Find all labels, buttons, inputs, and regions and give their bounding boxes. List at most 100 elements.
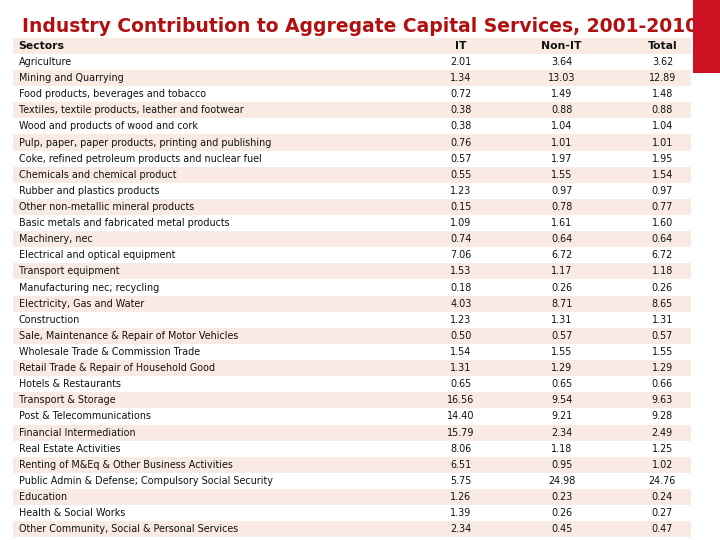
Text: 1.31: 1.31 — [450, 363, 472, 373]
Text: 1.54: 1.54 — [652, 170, 673, 180]
Bar — [13, 264, 691, 280]
Text: 0.24: 0.24 — [652, 492, 673, 502]
Text: 0.26: 0.26 — [652, 282, 673, 293]
Bar — [13, 489, 691, 505]
Text: Financial Intermediation: Financial Intermediation — [19, 428, 135, 437]
Text: 0.64: 0.64 — [551, 234, 572, 244]
Text: 1.53: 1.53 — [450, 266, 472, 276]
Bar — [13, 328, 691, 344]
Text: 0.78: 0.78 — [551, 202, 572, 212]
Text: 1.29: 1.29 — [551, 363, 572, 373]
Text: 1.95: 1.95 — [652, 154, 673, 164]
Text: 1.04: 1.04 — [652, 122, 673, 131]
Text: 1.55: 1.55 — [551, 170, 572, 180]
Text: 0.77: 0.77 — [652, 202, 673, 212]
Text: 1.23: 1.23 — [450, 315, 472, 325]
Bar — [13, 457, 691, 473]
Text: Transport & Storage: Transport & Storage — [19, 395, 115, 406]
Text: 1.48: 1.48 — [652, 89, 673, 99]
Text: 0.65: 0.65 — [450, 379, 472, 389]
Text: 9.21: 9.21 — [551, 411, 572, 421]
Text: 24.98: 24.98 — [548, 476, 575, 486]
Text: 3.64: 3.64 — [551, 57, 572, 67]
Text: 0.38: 0.38 — [450, 122, 472, 131]
Text: Sectors: Sectors — [19, 41, 65, 51]
Text: 0.88: 0.88 — [652, 105, 673, 116]
Bar — [13, 295, 691, 312]
Text: IT: IT — [455, 41, 467, 51]
Text: 0.45: 0.45 — [551, 524, 572, 534]
Text: Non-IT: Non-IT — [541, 41, 582, 51]
Text: 0.95: 0.95 — [551, 460, 572, 470]
Text: 0.55: 0.55 — [450, 170, 472, 180]
Text: Machinery, nec: Machinery, nec — [19, 234, 92, 244]
Text: 12.89: 12.89 — [649, 73, 676, 83]
Text: Hotels & Restaurants: Hotels & Restaurants — [19, 379, 121, 389]
Bar — [13, 344, 691, 360]
Text: 1.17: 1.17 — [551, 266, 572, 276]
Text: 0.38: 0.38 — [450, 105, 472, 116]
Text: 24.76: 24.76 — [649, 476, 676, 486]
Bar — [693, 0, 720, 73]
Text: Food products, beverages and tobacco: Food products, beverages and tobacco — [19, 89, 206, 99]
Text: 1.01: 1.01 — [551, 138, 572, 147]
Bar — [13, 360, 691, 376]
Text: 1.54: 1.54 — [450, 347, 472, 357]
Text: 1.60: 1.60 — [652, 218, 673, 228]
Bar — [13, 215, 691, 231]
Text: 1.39: 1.39 — [450, 508, 472, 518]
Bar — [13, 151, 691, 167]
Bar — [13, 441, 691, 457]
Text: 4.03: 4.03 — [450, 299, 472, 309]
Text: Electricity, Gas and Water: Electricity, Gas and Water — [19, 299, 144, 309]
Text: 6.51: 6.51 — [450, 460, 472, 470]
Text: 1.29: 1.29 — [652, 363, 673, 373]
Bar — [13, 199, 691, 215]
Text: Health & Social Works: Health & Social Works — [19, 508, 125, 518]
Text: 7.06: 7.06 — [450, 251, 472, 260]
Bar — [13, 167, 691, 183]
Text: 2.34: 2.34 — [551, 428, 572, 437]
Text: 9.63: 9.63 — [652, 395, 673, 406]
Bar — [13, 54, 691, 70]
Text: 14.40: 14.40 — [447, 411, 474, 421]
Text: Pulp, paper, paper products, printing and publishing: Pulp, paper, paper products, printing an… — [19, 138, 271, 147]
Text: 1.04: 1.04 — [551, 122, 572, 131]
Text: 1.23: 1.23 — [450, 186, 472, 196]
Bar — [13, 424, 691, 441]
Bar — [13, 118, 691, 134]
Bar — [13, 183, 691, 199]
Text: Total: Total — [647, 41, 678, 51]
Text: 0.50: 0.50 — [450, 331, 472, 341]
Text: Sale, Maintenance & Repair of Motor Vehicles: Sale, Maintenance & Repair of Motor Vehi… — [19, 331, 238, 341]
Text: 0.72: 0.72 — [450, 89, 472, 99]
Text: Transport equipment: Transport equipment — [19, 266, 120, 276]
Text: 8.65: 8.65 — [652, 299, 673, 309]
Text: Manufacturing nec; recycling: Manufacturing nec; recycling — [19, 282, 159, 293]
Text: Textiles, textile products, leather and footwear: Textiles, textile products, leather and … — [19, 105, 243, 116]
Bar — [13, 231, 691, 247]
Text: 2.01: 2.01 — [450, 57, 472, 67]
Text: Real Estate Activities: Real Estate Activities — [19, 444, 120, 454]
Text: 0.64: 0.64 — [652, 234, 673, 244]
Bar — [13, 102, 691, 118]
Text: 0.65: 0.65 — [551, 379, 572, 389]
Bar — [13, 38, 691, 54]
Text: 13.03: 13.03 — [548, 73, 575, 83]
Text: 0.23: 0.23 — [551, 492, 572, 502]
Bar — [13, 473, 691, 489]
Bar — [13, 408, 691, 424]
Text: 0.97: 0.97 — [551, 186, 572, 196]
Text: 0.57: 0.57 — [652, 331, 673, 341]
Text: 0.66: 0.66 — [652, 379, 673, 389]
Text: 0.88: 0.88 — [551, 105, 572, 116]
Text: 6.72: 6.72 — [551, 251, 572, 260]
Text: Construction: Construction — [19, 315, 80, 325]
Text: Renting of M&Eq & Other Business Activities: Renting of M&Eq & Other Business Activit… — [19, 460, 233, 470]
Text: 9.54: 9.54 — [551, 395, 572, 406]
Text: 1.01: 1.01 — [652, 138, 673, 147]
Bar — [13, 134, 691, 151]
Bar — [13, 376, 691, 392]
Text: 1.18: 1.18 — [652, 266, 673, 276]
Text: 1.97: 1.97 — [551, 154, 572, 164]
